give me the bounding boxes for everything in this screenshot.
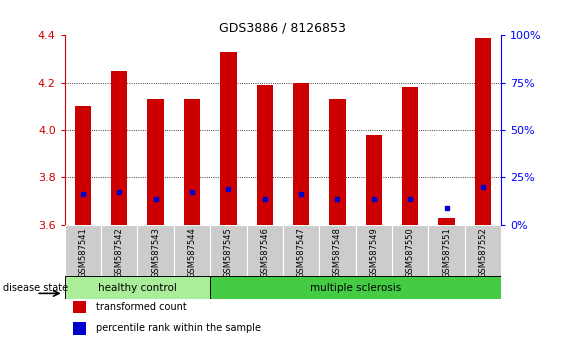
Text: GSM587544: GSM587544 — [187, 227, 196, 278]
Text: disease state: disease state — [3, 283, 68, 293]
Bar — [210, 225, 247, 276]
Text: GSM587547: GSM587547 — [297, 227, 306, 278]
Bar — [257, 85, 273, 225]
Bar — [293, 83, 309, 225]
Text: percentile rank within the sample: percentile rank within the sample — [96, 323, 261, 333]
Bar — [428, 225, 464, 276]
Bar — [475, 38, 491, 225]
Text: GSM587541: GSM587541 — [78, 227, 87, 278]
Bar — [65, 225, 101, 276]
Bar — [392, 225, 428, 276]
Title: GDS3886 / 8126853: GDS3886 / 8126853 — [220, 21, 346, 34]
Text: healthy control: healthy control — [98, 282, 177, 293]
Bar — [439, 218, 455, 225]
Bar — [137, 225, 174, 276]
Bar — [148, 99, 164, 225]
Text: GSM587543: GSM587543 — [151, 227, 160, 278]
Bar — [101, 225, 137, 276]
Bar — [247, 225, 283, 276]
Bar — [464, 225, 501, 276]
Bar — [220, 52, 236, 225]
Bar — [184, 99, 200, 225]
Bar — [319, 225, 356, 276]
Bar — [402, 87, 418, 225]
Text: GSM587546: GSM587546 — [260, 227, 269, 278]
Bar — [210, 276, 501, 299]
Text: GSM587545: GSM587545 — [224, 227, 233, 278]
Bar — [111, 71, 127, 225]
Bar — [75, 107, 91, 225]
Text: GSM587551: GSM587551 — [442, 227, 451, 278]
Bar — [356, 225, 392, 276]
Text: multiple sclerosis: multiple sclerosis — [310, 282, 401, 293]
Text: GSM587542: GSM587542 — [115, 227, 124, 278]
Bar — [283, 225, 319, 276]
Bar — [329, 99, 346, 225]
Bar — [174, 225, 210, 276]
Bar — [365, 135, 382, 225]
Text: GSM587549: GSM587549 — [369, 227, 378, 278]
Text: GSM587548: GSM587548 — [333, 227, 342, 278]
Text: GSM587550: GSM587550 — [406, 227, 415, 278]
Text: transformed count: transformed count — [96, 302, 186, 312]
Bar — [65, 276, 210, 299]
Text: GSM587552: GSM587552 — [479, 227, 488, 278]
